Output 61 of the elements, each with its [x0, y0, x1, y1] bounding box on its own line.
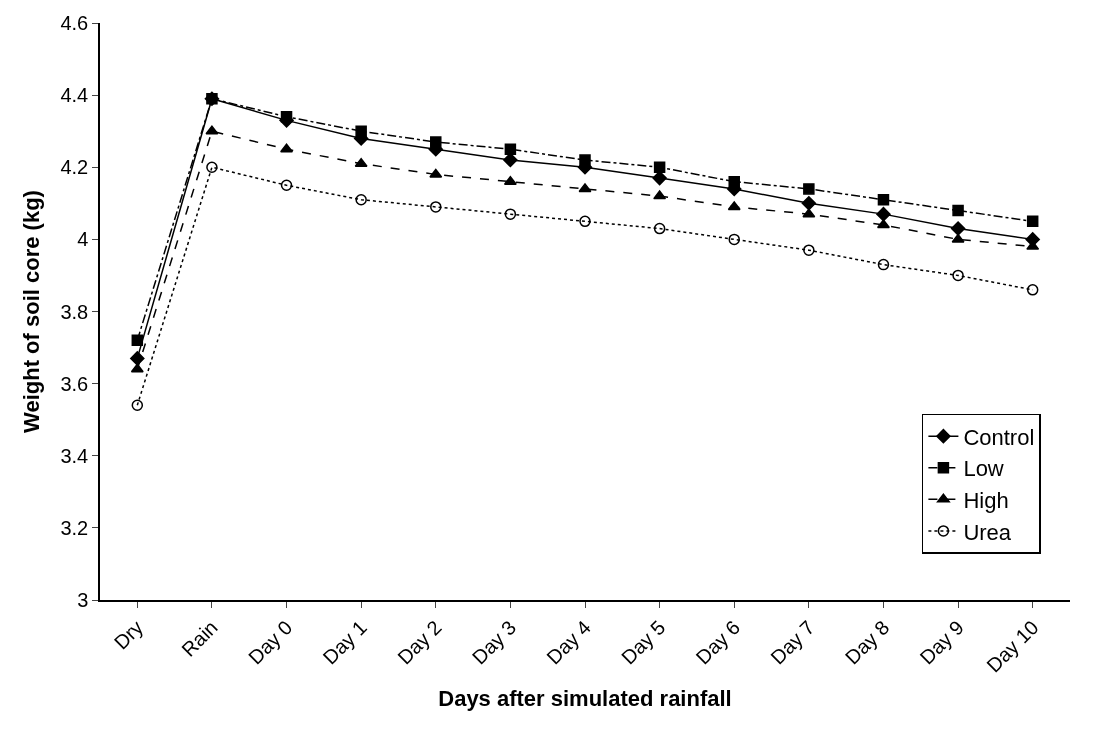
point — [877, 193, 890, 206]
x-tick-label: Day 7 — [766, 616, 819, 669]
legend-label: Control — [963, 424, 1035, 450]
point — [653, 222, 666, 235]
point — [504, 143, 517, 155]
x-tick-label: Day 9 — [915, 616, 968, 669]
point — [952, 204, 964, 217]
y-tick-label: 3 — [77, 589, 89, 611]
point — [876, 206, 891, 222]
y-tick-label: 4.6 — [60, 12, 89, 34]
point — [950, 221, 966, 236]
point — [803, 244, 815, 256]
point — [354, 157, 368, 167]
point — [280, 143, 294, 153]
x-tick-label: Day 10 — [982, 616, 1043, 677]
point — [504, 208, 517, 220]
y-tick-label: 4 — [77, 228, 89, 251]
point — [131, 399, 144, 412]
legend-label: High — [963, 487, 1009, 513]
point — [653, 190, 667, 200]
x-tick-label: Day 5 — [617, 616, 670, 669]
x-tick-label: Day 4 — [542, 616, 595, 669]
x-tick-label: Day 1 — [318, 616, 372, 669]
point — [205, 125, 219, 135]
x-tick-label: Rain — [177, 616, 222, 661]
x-axis-title: Days after simulated rainfall — [438, 685, 732, 711]
x-tick-label: Day 8 — [840, 616, 894, 669]
x-tick-label: Dry — [109, 616, 148, 654]
point — [503, 175, 517, 185]
point — [280, 179, 293, 192]
point — [1025, 232, 1040, 247]
point — [803, 183, 815, 195]
legend-label: Urea — [963, 519, 1012, 545]
point — [952, 269, 964, 282]
x-tick-label: Day 3 — [467, 616, 521, 669]
x-tick-label: Day 0 — [243, 616, 297, 669]
x-tick-label: Day 6 — [691, 616, 745, 669]
legend-label: Low — [963, 456, 1004, 482]
point — [951, 233, 965, 243]
point — [877, 258, 890, 271]
point — [728, 233, 740, 246]
point — [578, 183, 592, 193]
point — [1026, 215, 1039, 228]
point — [876, 219, 890, 229]
y-tick-label: 3.2 — [60, 516, 89, 539]
point — [206, 161, 218, 173]
point — [430, 201, 442, 213]
y-tick-label: 3.4 — [60, 444, 89, 467]
y-axis-title: Weight of soil core (kg) — [18, 190, 44, 433]
point — [579, 215, 591, 228]
point — [355, 193, 367, 206]
x-tick-label: Day 2 — [393, 616, 446, 669]
point — [727, 201, 741, 211]
y-tick-label: 4.4 — [60, 84, 89, 107]
point — [429, 168, 443, 178]
y-tick-label: 4.2 — [60, 156, 89, 179]
point — [130, 351, 145, 366]
y-tick-label: 3.6 — [60, 372, 89, 395]
point — [801, 196, 817, 211]
y-tick-label: 3.8 — [60, 300, 89, 323]
point — [1026, 284, 1039, 296]
